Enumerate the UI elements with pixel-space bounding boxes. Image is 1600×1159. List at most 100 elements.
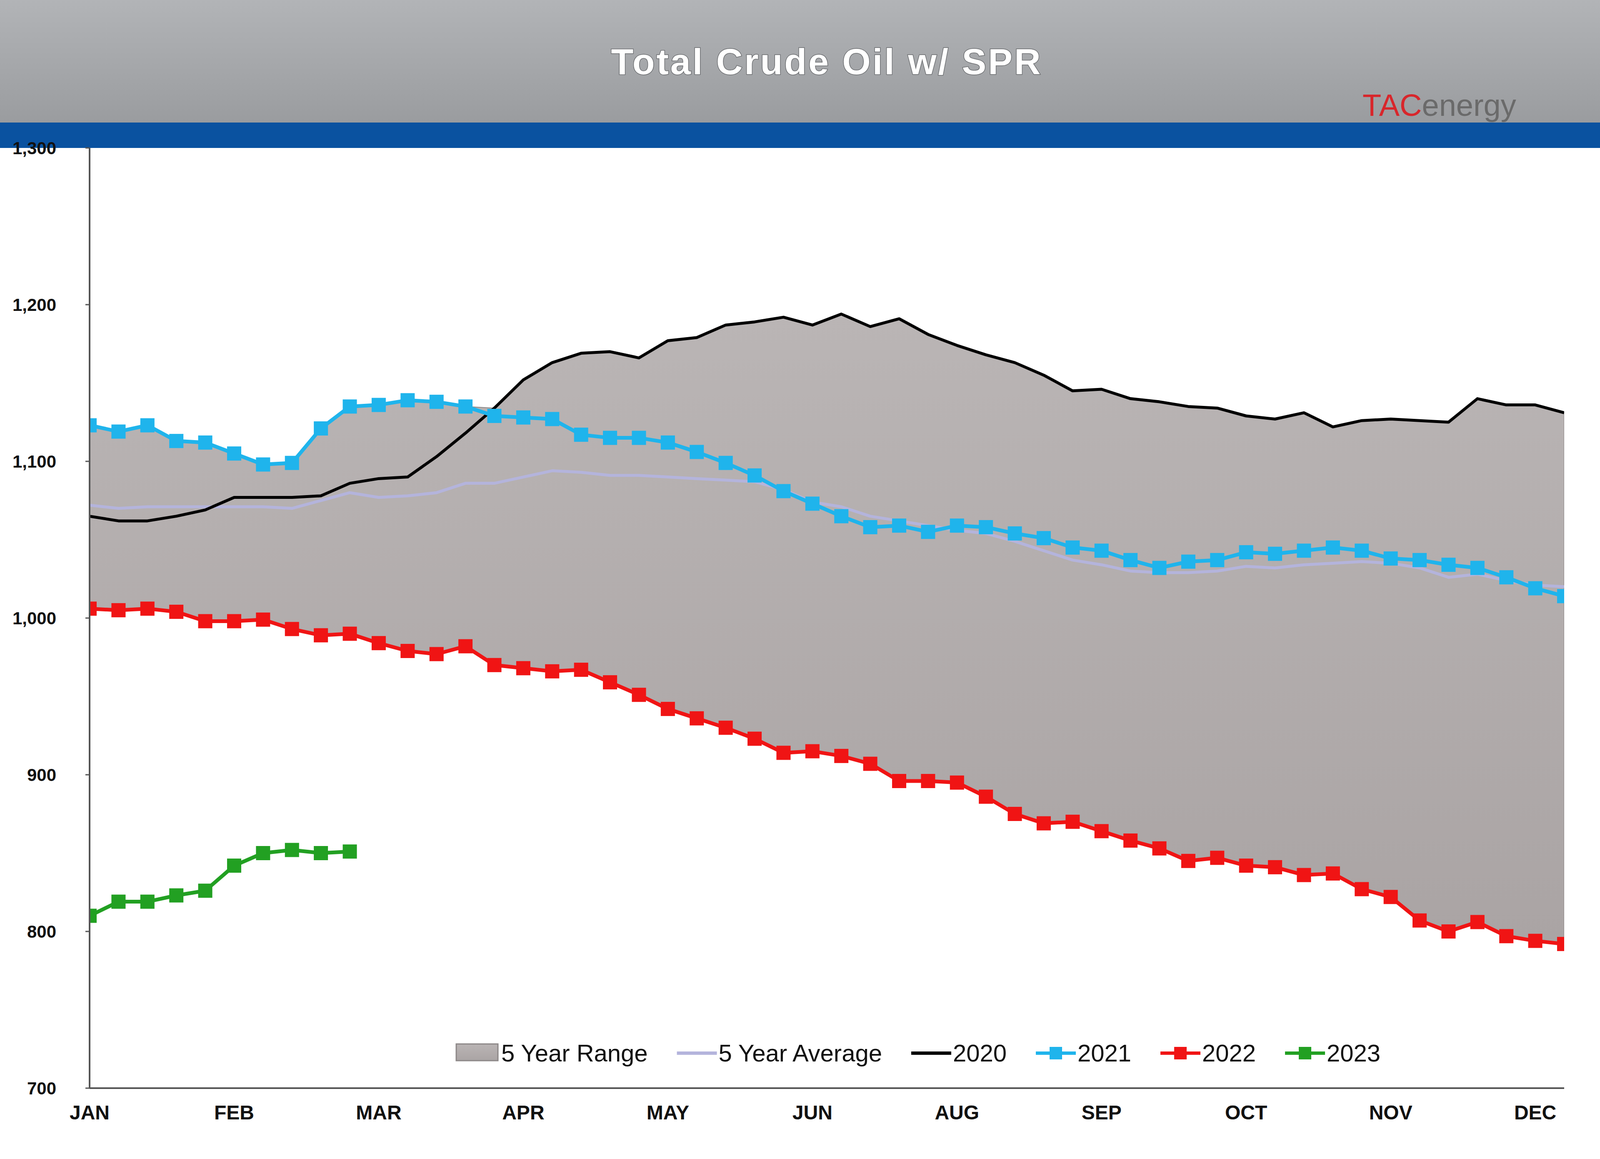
marker — [400, 643, 415, 658]
marker — [747, 731, 762, 746]
marker — [255, 612, 270, 627]
legend-label: 5 Year Average — [718, 1039, 883, 1067]
marker — [1181, 554, 1196, 569]
marker — [429, 394, 444, 409]
marker — [689, 444, 704, 459]
title: Total Crude Oil w/ SPR — [611, 40, 1043, 83]
range-band — [89, 314, 1565, 945]
marker — [313, 627, 328, 643]
marker — [89, 418, 97, 433]
marker — [1210, 552, 1225, 568]
marker — [1354, 543, 1369, 558]
legend-swatch — [456, 1043, 498, 1061]
marker — [227, 858, 242, 873]
marker — [1036, 816, 1051, 831]
marker — [1152, 560, 1167, 575]
marker — [285, 621, 300, 636]
marker — [516, 410, 531, 425]
marker — [1470, 914, 1485, 929]
x-tick-label: FEB — [214, 1101, 255, 1124]
marker — [660, 701, 675, 716]
marker — [285, 455, 300, 470]
marker — [313, 421, 328, 436]
marker — [805, 744, 820, 759]
marker — [1007, 526, 1023, 541]
legend-marker — [1174, 1046, 1187, 1060]
x-tick-label: AUG — [934, 1101, 980, 1124]
marker — [920, 524, 935, 539]
marker — [111, 424, 126, 439]
marker — [805, 496, 820, 511]
marker — [313, 845, 328, 860]
marker — [1210, 850, 1225, 865]
marker — [892, 773, 907, 788]
marker — [602, 675, 618, 690]
marker — [1239, 545, 1254, 560]
marker — [834, 509, 849, 524]
series-line — [89, 850, 350, 916]
y-tick — [85, 617, 90, 619]
marker — [545, 411, 560, 426]
marker — [111, 894, 126, 909]
y-tick — [85, 1087, 90, 1089]
y-tick-label: 900 — [27, 765, 57, 785]
legend-label: 5 Year Range — [501, 1039, 648, 1067]
marker — [1557, 588, 1565, 603]
series-line — [89, 314, 1565, 521]
x-tick-label: OCT — [1225, 1101, 1268, 1124]
marker — [342, 399, 358, 414]
marker — [1296, 543, 1311, 558]
marker — [1152, 841, 1167, 856]
x-tick-label: APR — [502, 1101, 545, 1124]
marker — [227, 614, 242, 629]
marker — [342, 626, 358, 641]
marker — [371, 397, 386, 413]
marker — [487, 657, 502, 673]
marker — [1528, 581, 1543, 596]
x-tick-label: MAR — [355, 1101, 402, 1124]
marker — [1499, 570, 1514, 585]
y-tick-label: 800 — [27, 921, 57, 942]
y-tick-label: 1,000 — [12, 608, 57, 628]
marker — [1354, 881, 1369, 896]
marker — [342, 844, 358, 859]
marker — [574, 427, 589, 442]
marker — [1412, 552, 1427, 568]
marker — [718, 455, 733, 470]
x-tick-label: JUN — [792, 1101, 833, 1124]
legend-swatch — [677, 1051, 718, 1055]
marker — [458, 399, 473, 414]
marker — [255, 845, 270, 860]
marker — [1499, 928, 1514, 943]
marker — [285, 842, 300, 857]
marker — [892, 518, 907, 533]
legend-marker — [1049, 1046, 1063, 1060]
marker — [545, 664, 560, 679]
marker — [978, 520, 993, 535]
y-tick-label: 1,300 — [12, 138, 57, 158]
series-line — [89, 470, 1565, 587]
marker — [1470, 560, 1485, 575]
marker — [776, 483, 791, 498]
y-tick-label: 700 — [27, 1078, 57, 1098]
marker — [1441, 924, 1456, 939]
marker — [1557, 936, 1565, 951]
y-tick-label: 1,100 — [12, 451, 57, 472]
marker — [1528, 933, 1543, 948]
series-line — [89, 400, 1565, 596]
marker — [950, 775, 965, 790]
marker — [1094, 543, 1109, 558]
marker — [1441, 557, 1456, 572]
marker — [198, 614, 213, 629]
marker — [1065, 814, 1080, 829]
marker — [169, 888, 184, 903]
marker — [458, 639, 473, 654]
marker — [1383, 551, 1398, 566]
x-tick-label: NOV — [1369, 1101, 1413, 1124]
marker — [1181, 853, 1196, 868]
marker — [487, 408, 502, 423]
x-tick-label: JAN — [69, 1101, 110, 1124]
x-tick-label: DEC — [1514, 1101, 1557, 1124]
marker — [1123, 552, 1138, 568]
marker — [1065, 540, 1080, 555]
